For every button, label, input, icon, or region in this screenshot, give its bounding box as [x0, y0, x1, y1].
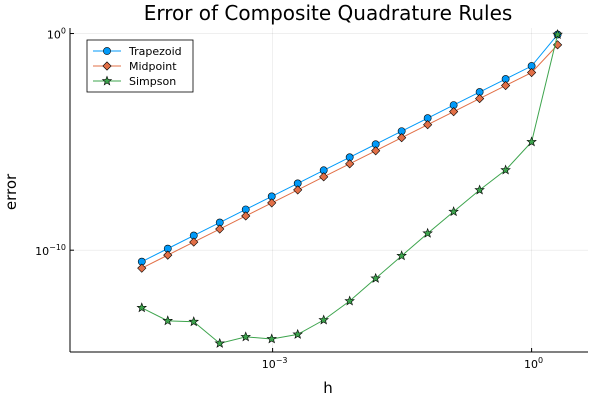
data-point-simpson — [500, 164, 511, 175]
data-point-midpoint — [449, 107, 459, 117]
legend: Trapezoid Midpoint Simpson — [86, 39, 194, 93]
y-tick-label: 100 — [47, 27, 66, 42]
data-point-simpson — [266, 333, 277, 344]
legend-marker — [102, 61, 112, 71]
y-axis-label: error — [2, 173, 20, 210]
data-point-simpson — [318, 314, 329, 325]
data-point-simpson — [136, 302, 148, 313]
legend-label: Trapezoid — [128, 45, 182, 58]
data-point-midpoint — [163, 250, 173, 260]
data-point-simpson — [370, 272, 381, 283]
data-point-simpson — [292, 328, 303, 339]
data-point-simpson — [240, 331, 251, 342]
data-point-midpoint — [527, 67, 537, 78]
data-point-simpson — [526, 136, 537, 147]
legend-marker — [101, 75, 113, 86]
data-point-midpoint — [215, 224, 225, 234]
data-point-midpoint — [345, 159, 355, 169]
data-point-simpson — [162, 315, 174, 326]
legend-label: Simpson — [129, 75, 176, 88]
data-point-midpoint — [475, 94, 485, 104]
series-simpson — [136, 28, 563, 348]
y-tick-label: 10−10 — [35, 243, 66, 258]
data-point-midpoint — [189, 237, 199, 247]
x-axis-label: h — [323, 379, 333, 397]
data-point-midpoint — [267, 198, 277, 208]
data-point-simpson — [422, 227, 433, 238]
chart-title: Error of Composite Quadrature Rules — [144, 1, 513, 25]
legend-label: Midpoint — [129, 60, 177, 73]
data-point-midpoint — [501, 80, 511, 91]
data-point-midpoint — [423, 120, 433, 130]
axis-ticks: 10−3 100 10−10 100 — [35, 27, 543, 371]
data-point-simpson — [214, 337, 225, 348]
plot-frame — [69, 28, 588, 353]
x-tick-label: 10−3 — [262, 356, 288, 371]
data-point-simpson — [448, 206, 459, 217]
data-point-midpoint — [397, 133, 407, 143]
x-tick-label: 100 — [524, 356, 543, 371]
data-point-simpson — [344, 295, 355, 306]
data-point-midpoint — [293, 185, 303, 195]
data-point-simpson — [552, 28, 563, 39]
data-point-simpson — [188, 316, 200, 327]
data-point-midpoint — [137, 263, 147, 273]
data-point-simpson — [396, 250, 407, 261]
series-midpoint — [137, 40, 563, 273]
grid — [70, 28, 588, 352]
data-series — [136, 28, 563, 348]
data-point-midpoint — [241, 211, 251, 221]
data-point-midpoint — [319, 172, 329, 182]
data-point-midpoint — [371, 146, 381, 156]
legend-marker — [103, 47, 111, 55]
data-point-simpson — [474, 184, 485, 195]
